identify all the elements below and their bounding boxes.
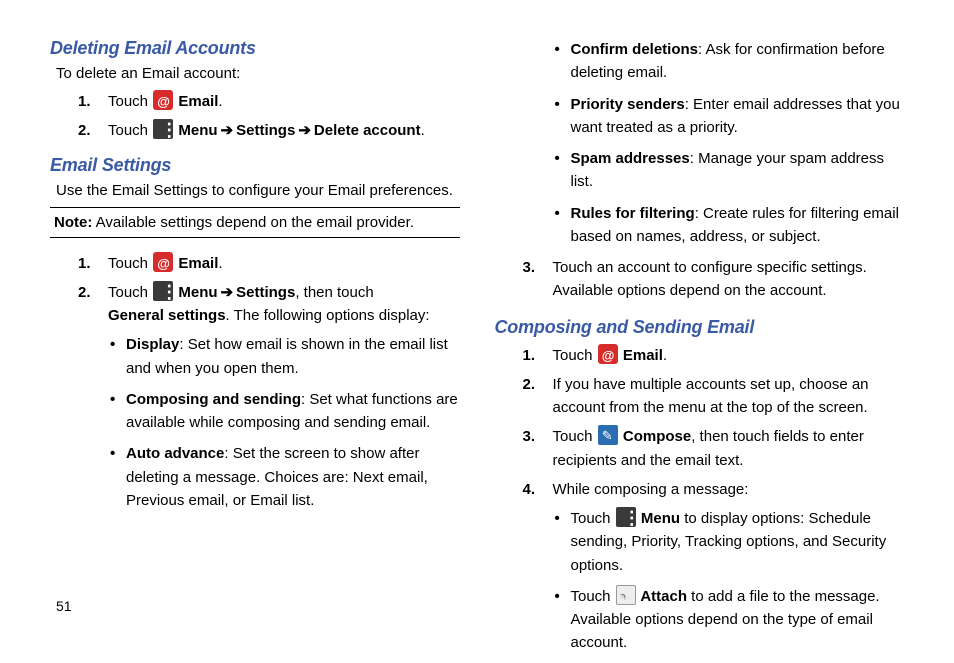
page-number: 51 <box>56 598 72 614</box>
settings-intro: Use the Email Settings to configure your… <box>56 182 460 199</box>
settings-step-1: 1. Touch Email. <box>78 252 460 275</box>
attach-icon <box>616 585 636 605</box>
delete-intro: To delete an Email account: <box>56 65 460 82</box>
heading-composing: Composing and Sending Email <box>495 317 905 338</box>
heading-email-settings: Email Settings <box>50 155 460 176</box>
menu-icon <box>616 507 636 527</box>
left-column: Deleting Email Accounts To delete an Ema… <box>50 38 460 663</box>
settings-bullets: Display: Set how email is shown in the e… <box>110 333 460 512</box>
bullet-spam: Spam addresses: Manage your spam address… <box>555 147 905 194</box>
compose-bullet-attach: Touch Attach to add a file to the messag… <box>555 585 905 655</box>
bullet-auto: Auto advance: Set the screen to show aft… <box>110 442 460 512</box>
compose-step-4: 4. While composing a message: Touch Menu… <box>523 478 905 655</box>
bullet-display: Display: Set how email is shown in the e… <box>110 333 460 380</box>
bullet-priority: Priority senders: Enter email addresses … <box>555 93 905 140</box>
compose-steps: 1. Touch Email. 2. If you have multiple … <box>523 344 905 655</box>
settings-step-2: 2. Touch Menu➔Settings, then touch Gener… <box>78 281 460 512</box>
bullet-confirm: Confirm deletions: Ask for confirmation … <box>555 38 905 85</box>
email-icon <box>153 252 173 272</box>
heading-deleting: Deleting Email Accounts <box>50 38 460 59</box>
step-3-account: 3. Touch an account to configure specifi… <box>523 256 905 303</box>
menu-icon <box>153 281 173 301</box>
settings-steps: 1. Touch Email. 2. Touch Menu➔Settings, … <box>78 252 460 513</box>
note-box: Note: Available settings depend on the e… <box>50 207 460 238</box>
email-icon <box>598 344 618 364</box>
delete-steps: 1. Touch Email. 2. Touch Menu➔Settings➔D… <box>78 90 460 143</box>
compose-step-3: 3. Touch Compose, then touch fields to e… <box>523 425 905 472</box>
continued-steps: 3. Touch an account to configure specifi… <box>523 256 905 303</box>
compose-icon <box>598 425 618 445</box>
compose-step-2: 2. If you have multiple accounts set up,… <box>523 373 905 420</box>
email-icon <box>153 90 173 110</box>
delete-step-2: 2. Touch Menu➔Settings➔Delete account. <box>78 119 460 142</box>
bullet-composing: Composing and sending: Set what function… <box>110 388 460 435</box>
right-column: Confirm deletions: Ask for confirmation … <box>495 38 905 663</box>
compose-bullet-menu: Touch Menu to display options: Schedule … <box>555 507 905 577</box>
compose-bullets: Touch Menu to display options: Schedule … <box>555 507 905 655</box>
continued-bullets: Confirm deletions: Ask for confirmation … <box>555 38 905 248</box>
delete-step-1: 1. Touch Email. <box>78 90 460 113</box>
compose-step-1: 1. Touch Email. <box>523 344 905 367</box>
bullet-rules: Rules for filtering: Create rules for fi… <box>555 202 905 249</box>
menu-icon <box>153 119 173 139</box>
